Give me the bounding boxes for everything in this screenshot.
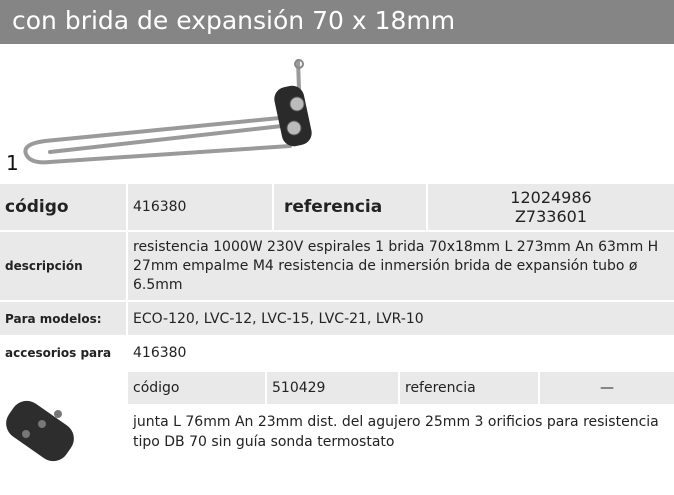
code: 416380 [128,184,272,230]
accessories-label: accesorios para [0,337,126,368]
accessory-description: junta L 76mm An 23mm dist. del agujero 2… [133,414,659,450]
reference-cell: 12024986 Z733601 [428,184,674,230]
reference-value: Z733601 [514,207,588,226]
description-label: descripción [0,232,126,300]
accessory-image [6,400,74,462]
accessory-reference: — [540,372,674,404]
reference-label: referencia [274,184,426,230]
reference-value: 12024986 [510,188,592,207]
accessory-code-label: código [128,372,265,404]
accessories: 416380 [128,337,674,368]
code-label: código [0,184,126,230]
models-label: Para modelos: [0,302,126,335]
description: resistencia 1000W 230V espirales 1 brida… [128,232,674,300]
product-image: 1 [6,59,312,175]
accessory-reference-label: referencia [400,372,538,404]
image-label: 1 [6,151,19,175]
accessory-code: 510429 [267,372,398,404]
models: ECO-120, LVC-12, LVC-15, LVC-21, LVR-10 [128,302,674,335]
header-title: con brida de expansión 70 x 18mm [0,0,674,44]
